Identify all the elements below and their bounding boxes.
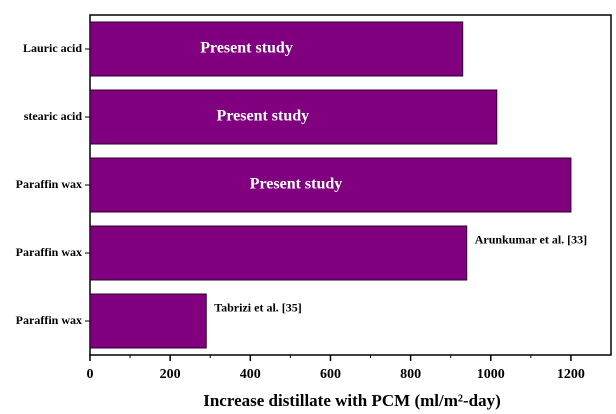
x-axis-label: Increase distillate with PCM (ml/m²-day) [203, 391, 501, 410]
x-tick-label: 400 [240, 367, 261, 382]
y-tick-label: Paraffin wax [16, 313, 82, 327]
x-tick-label: 1000 [477, 367, 505, 382]
y-tick-label: Lauric acid [23, 41, 82, 55]
bar-label: Present study [250, 176, 343, 193]
x-tick-label: 600 [320, 367, 341, 382]
bar-label: Present study [217, 108, 310, 125]
x-tick-label: 800 [400, 367, 421, 382]
y-tick-label: stearic acid [24, 109, 83, 123]
bar-label: Arunkumar et al. [33] [475, 232, 587, 246]
x-tick-label: 0 [87, 367, 94, 382]
bar-label: Tabrizi et al. [35] [214, 300, 302, 314]
y-tick-label: Paraffin wax [16, 177, 82, 191]
bar-label: Present study [200, 40, 293, 57]
x-tick-label: 1200 [557, 367, 585, 382]
x-tick-label: 200 [160, 367, 181, 382]
y-tick-label: Paraffin wax [16, 245, 82, 259]
bar [89, 293, 207, 349]
bar [89, 225, 468, 281]
bar [89, 157, 572, 213]
